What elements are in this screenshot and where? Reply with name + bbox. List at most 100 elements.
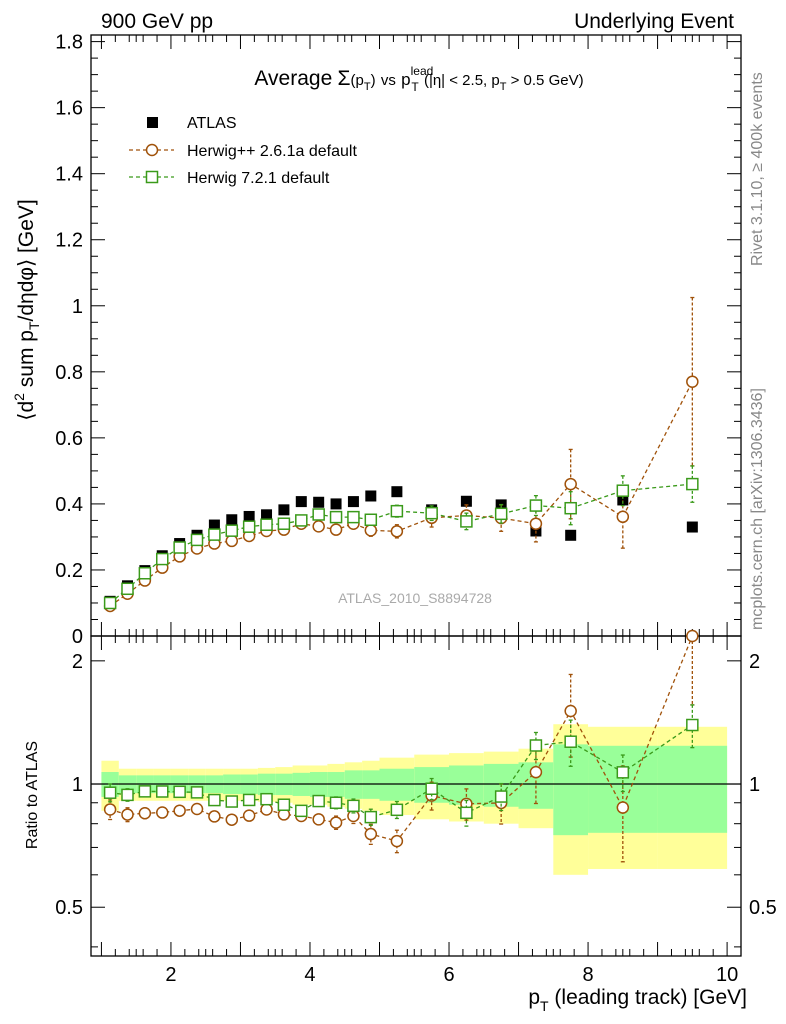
herwigpp-ratio-point <box>347 809 360 823</box>
herwig7-point <box>156 552 169 566</box>
herwigpp-ratio-point <box>138 806 152 820</box>
ratio-tick-label-right: 0.5 <box>749 897 777 919</box>
title-vs: vs <box>381 72 396 89</box>
legend-herwig7-label: Herwig 7.2.1 default <box>187 170 330 187</box>
herwig7-ratio-point <box>494 790 508 803</box>
y-axis-title: ⟨d2 sum pT/dηdφ⟩ [GeV] <box>11 199 42 420</box>
herwigpp-point <box>312 520 325 533</box>
herwig7-ratio-point <box>173 785 186 799</box>
y-tick-label: 0.6 <box>55 428 83 450</box>
main-plot: 0 0.2 0.4 0.6 0.8 1 1.2 1.4 1.6 1.8 <box>55 32 742 648</box>
herwigpp-ratio-point <box>686 629 699 643</box>
herwigpp-ratio-point <box>103 803 117 816</box>
herwig7-ratio-point <box>529 739 543 752</box>
herwigpp-point <box>529 517 543 530</box>
y-tick-label: 1.4 <box>55 164 83 186</box>
herwig7-point <box>242 520 256 533</box>
atlas-point <box>226 514 238 526</box>
herwigpp-ratio-point <box>156 806 169 819</box>
herwigpp-ratio-point <box>390 834 404 848</box>
band-green-bin <box>379 768 415 801</box>
x-tick-label: 10 <box>716 964 738 986</box>
herwig7-ratio-point <box>347 799 360 813</box>
herwig7-ratio-point <box>190 786 204 799</box>
herwig7-ratio-line <box>110 724 693 818</box>
ratio-axis-title: Ratio to ATLAS <box>24 741 41 849</box>
herwig7-ratio-point <box>103 786 117 799</box>
atlas-point <box>391 486 403 498</box>
title-cut2: > 0.5 GeV) <box>506 72 583 89</box>
y-axis-title-a: ⟨d <box>15 401 38 421</box>
atlas-point <box>313 496 325 508</box>
herwig7-point <box>260 518 273 531</box>
herwigpp-ratio-point <box>208 810 221 823</box>
atlas-point <box>617 494 629 506</box>
y-axis-title-sup: 2 <box>11 393 27 401</box>
herwig7-point <box>225 524 239 537</box>
herwig7-point <box>208 528 221 541</box>
x-axis-title-sub: T <box>540 998 549 1014</box>
herwig7-point <box>277 517 291 530</box>
herwig7-ratio-point <box>295 804 308 818</box>
legend-herwig7-marker <box>145 170 159 184</box>
title-sigma-arg: (p <box>351 72 364 89</box>
ratio-tick-label-left: 0.5 <box>55 897 83 919</box>
atlas-point <box>565 529 577 541</box>
herwigpp-ratio-point <box>190 802 204 816</box>
title-cut-sub: T <box>500 81 507 93</box>
herwig7-point <box>121 582 134 596</box>
herwigpp-ratio-point <box>173 804 186 817</box>
herwigpp-ratio-point <box>564 704 577 718</box>
herwig7-point <box>460 515 473 528</box>
y-tick-label: 1.6 <box>55 98 83 120</box>
band-green-bin <box>588 745 658 833</box>
title-sup: lead <box>411 64 434 78</box>
herwigpp-point <box>225 534 239 548</box>
atlas-point <box>686 521 698 533</box>
y-axis-title-c: /dηdφ⟩ [GeV] <box>15 199 38 321</box>
herwigpp-point <box>564 477 577 491</box>
atlas-point <box>365 490 377 502</box>
herwig7-ratio-point <box>208 793 221 807</box>
herwig7-ratio-point <box>121 788 134 802</box>
herwigpp-ratio-point <box>616 801 630 814</box>
y-axis-title-b: sum p <box>15 330 38 393</box>
ratio-plot: 2 4 6 8 10 0.5 0.5 1 1 2 2 <box>55 629 777 986</box>
title-sub: T <box>411 80 419 94</box>
herwigpp-ratio-point <box>121 808 134 821</box>
band-green-bin <box>657 745 728 833</box>
atlas-point <box>208 519 220 531</box>
herwig7-ratio-point <box>564 735 577 748</box>
title-prefix: Average <box>254 67 332 90</box>
herwig7-ratio-point <box>260 792 273 806</box>
herwigpp-point <box>686 375 699 388</box>
herwig7-point <box>173 541 186 554</box>
title-p: p <box>401 70 410 89</box>
herwig7-point <box>529 499 543 512</box>
herwig7-ratio-point <box>390 803 404 817</box>
y-tick-label: 1 <box>72 296 83 318</box>
herwig7-point <box>425 506 438 520</box>
herwigpp-point <box>616 510 630 524</box>
y-tick-label: 0 <box>72 626 83 648</box>
y-tick-label: 1.8 <box>55 32 83 54</box>
herwig7-point <box>190 533 204 547</box>
header-left: 900 GeV pp <box>101 10 213 33</box>
x-axis-title-p: p <box>528 986 540 1009</box>
x-axis-title: pT (leading track) [GeV] <box>528 986 747 1014</box>
atlas-point <box>295 496 307 508</box>
herwig7-ratio-point <box>425 782 438 795</box>
y-tick-label: 0.4 <box>55 494 83 516</box>
mcplots-label: mcplots.cern.ch [arXiv:1306.3436] <box>749 388 766 630</box>
herwigpp-ratio-point <box>529 765 543 779</box>
herwig7-ratio-point <box>460 806 473 820</box>
y-tick-label: 1.2 <box>55 230 83 252</box>
x-tick-label: 4 <box>304 964 315 986</box>
atlas-point <box>347 496 359 508</box>
legend: ATLAS Herwig++ 2.6.1a default Herwig 7.2… <box>129 115 357 187</box>
band-green-bin <box>553 744 589 836</box>
title-cut1: (|η| < 2.5, p <box>424 72 500 89</box>
herwigpp-point <box>390 525 404 538</box>
herwig7-point <box>686 477 699 491</box>
